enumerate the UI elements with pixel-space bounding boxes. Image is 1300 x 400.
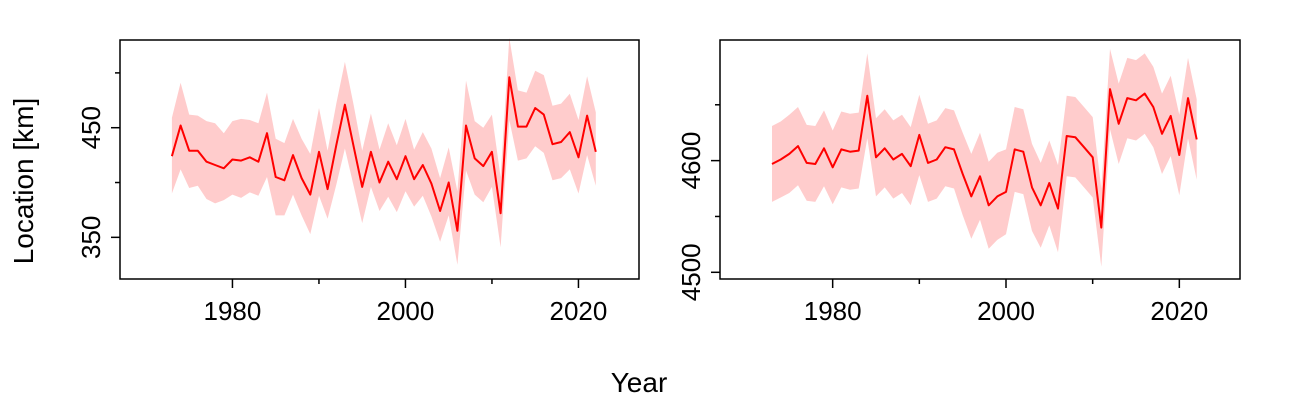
confidence-band	[171, 37, 596, 265]
x-tick-label: 2000	[977, 296, 1035, 326]
series-line	[170, 76, 597, 232]
y-tick-label: 4600	[676, 132, 706, 190]
y-axis-title: Location [km]	[8, 98, 39, 265]
right-panel: 1980 2000 2020 4500 4600	[676, 39, 1241, 326]
x-tick-label: 2020	[1150, 296, 1208, 326]
y-tick-label: 350	[76, 216, 106, 259]
x-axis-title: Year	[611, 367, 668, 398]
y-tick-label: 450	[76, 106, 106, 149]
x-tick-label: 1980	[204, 296, 262, 326]
x-tick-label: 2020	[550, 296, 608, 326]
confidence-band	[772, 48, 1197, 267]
plot-frame	[719, 39, 1241, 280]
y-tick-label: 4500	[676, 243, 706, 301]
left-panel: 1980 2000 2020 350 450	[76, 37, 640, 326]
plot-frame	[119, 39, 640, 280]
series-line	[771, 88, 1198, 229]
x-tick-label: 2000	[377, 296, 435, 326]
x-tick-label: 1980	[804, 296, 862, 326]
